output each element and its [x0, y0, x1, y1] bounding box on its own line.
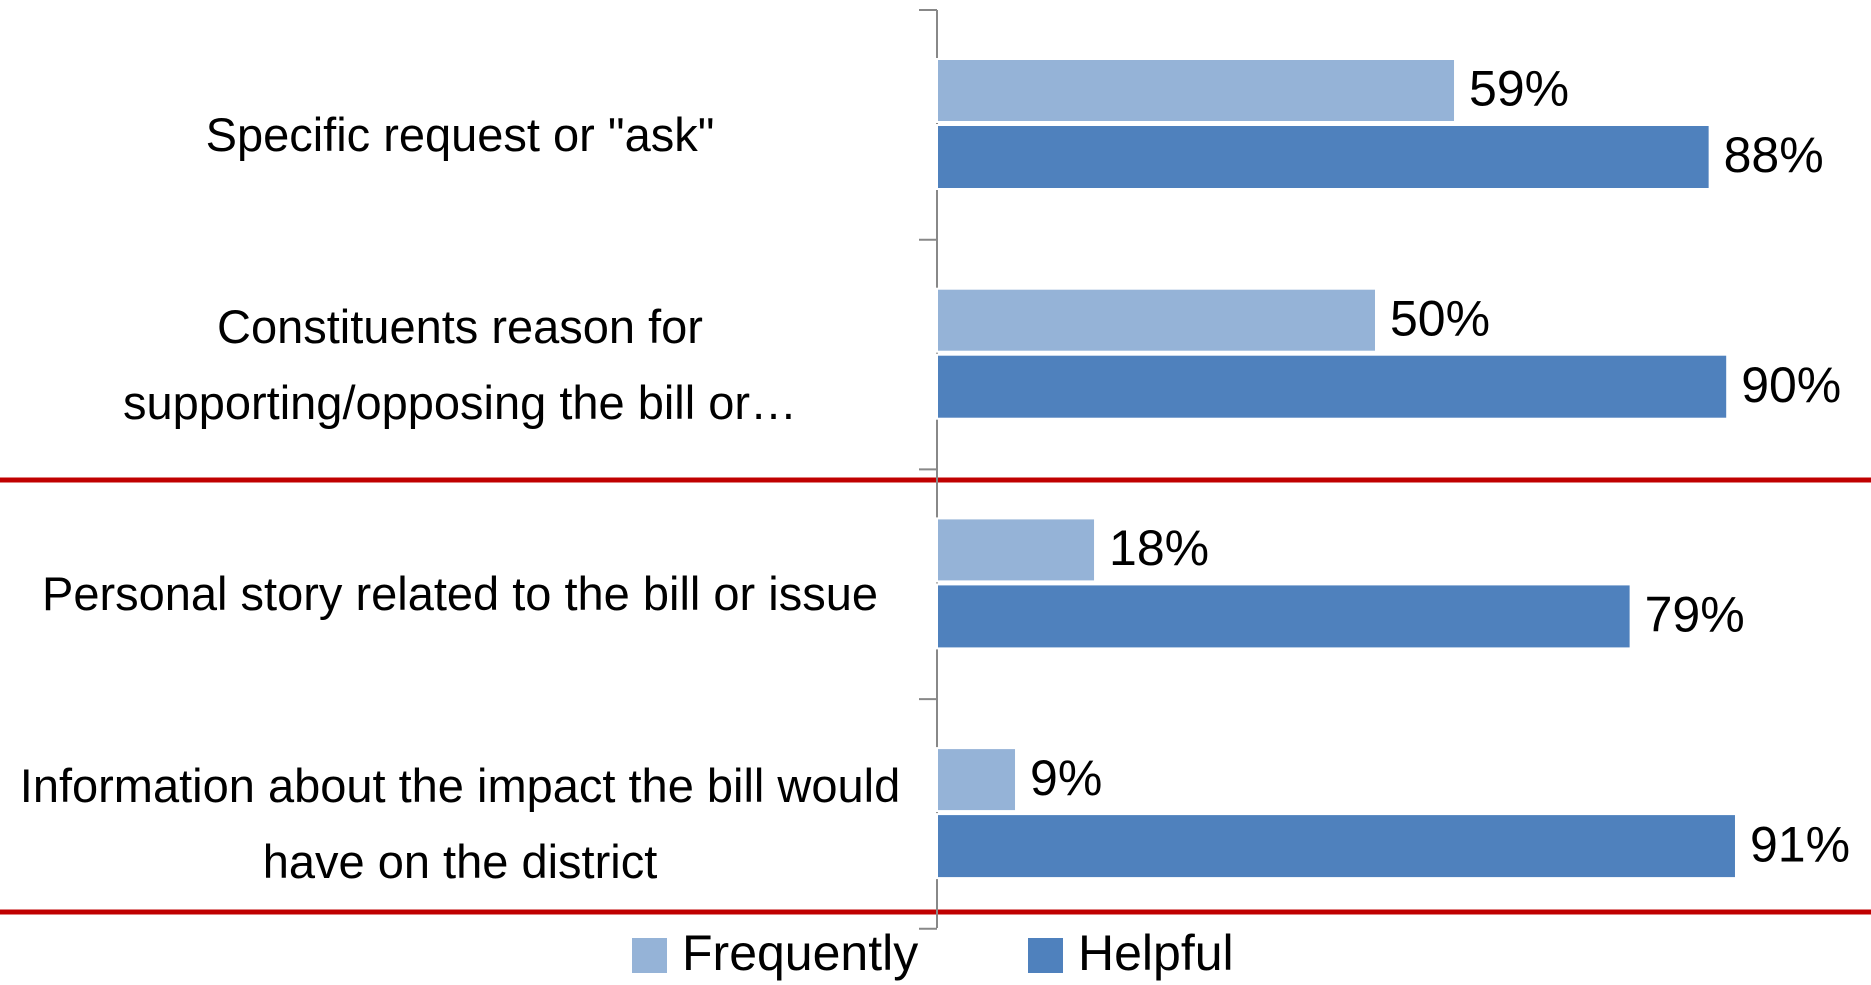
value-label: 50%	[1390, 290, 1490, 346]
category-label: Information about the impact the bill wo…	[19, 758, 901, 888]
bar	[936, 747, 1018, 813]
bar	[936, 58, 1457, 123]
category-label: Specific request or "ask"	[205, 107, 715, 161]
value-label: 88%	[1724, 127, 1824, 183]
bar	[936, 813, 1737, 880]
category-label: Constituents reason for supporting/oppos…	[122, 299, 798, 429]
value-label: 18%	[1109, 520, 1209, 576]
bar	[936, 583, 1632, 650]
bar	[936, 353, 1729, 420]
value-label: 91%	[1750, 816, 1850, 872]
bar	[936, 517, 1097, 583]
bar	[936, 124, 1711, 190]
legend-swatch	[632, 938, 667, 973]
bar	[936, 287, 1377, 353]
value-label: 9%	[1030, 750, 1102, 806]
value-label: 59%	[1469, 61, 1569, 117]
legend-swatch	[1028, 938, 1063, 973]
value-label: 90%	[1741, 357, 1841, 413]
legend-label: Frequently	[682, 925, 918, 981]
value-label: 79%	[1645, 587, 1745, 643]
legend-label: Helpful	[1078, 925, 1234, 981]
category-label: Personal story related to the bill or is…	[42, 567, 878, 621]
